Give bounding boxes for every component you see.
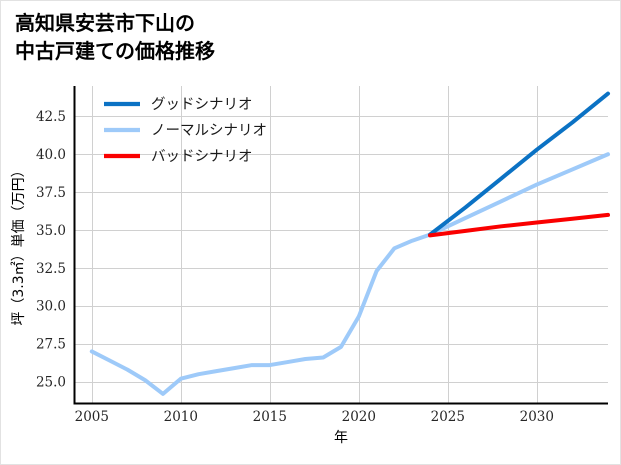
series-line-グッドシナリオ (428, 91, 610, 237)
y-tick-label: 42.5 (36, 109, 66, 125)
legend-label-グッドシナリオ: グッドシナリオ (151, 96, 253, 113)
x-tick-label: 2030 (520, 409, 554, 425)
y-tick-label: 25.0 (36, 375, 66, 391)
x-tick-label: 2015 (253, 409, 287, 425)
y-tick-label: 27.5 (36, 337, 66, 353)
series-line-ノーマルシナリオ (89, 152, 610, 396)
series-line-バッドシナリオ (428, 212, 610, 238)
plot-spines (73, 86, 608, 405)
x-tick-label: 2005 (75, 409, 109, 425)
x-axis-title: 年 (334, 430, 348, 446)
y-axis-tick-labels: 25.0 27.5 30.0 32.5 35.0 37.5 40.0 42.5 (36, 109, 66, 390)
x-tick-label: 2020 (342, 409, 376, 425)
y-tick-label: 37.5 (36, 185, 66, 201)
gridlines-horizontal (74, 116, 608, 383)
y-tick-label: 30.0 (36, 299, 66, 315)
legend-label-ノーマルシナリオ: ノーマルシナリオ (151, 123, 267, 139)
legend-label-バッドシナリオ: バッドシナリオ (151, 149, 253, 165)
chart-title: 高知県安芸市下山の 中古戸建ての価格推移 (15, 13, 215, 64)
y-axis-title: 坪（3.3㎡）単価（万円） (11, 163, 27, 325)
x-tick-label: 2010 (164, 409, 198, 425)
series-lines (89, 91, 610, 396)
y-tick-label: 32.5 (36, 261, 66, 277)
gridlines-vertical (92, 86, 538, 403)
x-tick-label: 2025 (431, 409, 465, 425)
axis-spine (73, 86, 608, 405)
x-axis-tick-labels: 2005 2010 2015 2020 2025 2030 (75, 409, 554, 425)
y-tick-label: 40.0 (36, 147, 66, 163)
y-tick-label: 35.0 (36, 223, 66, 239)
